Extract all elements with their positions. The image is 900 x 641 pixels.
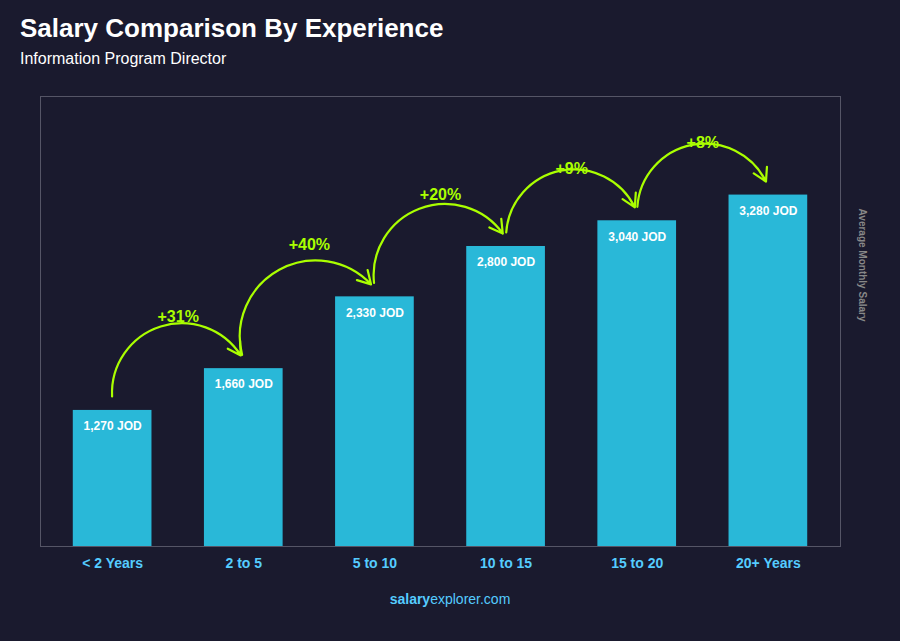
svg-text:3,280 JOD: 3,280 JOD [739, 204, 797, 218]
html-text:Salary Comparison By Experienc: Salary Comparison By Experience [20, 13, 444, 43]
svg-text:1,270 JOD: 1,270 JOD [84, 419, 142, 433]
svg-text:+31%: +31% [158, 308, 199, 325]
svg-text:+40%: +40% [289, 236, 330, 253]
svg-text:3,040 JOD: 3,040 JOD [608, 230, 666, 244]
html-text:Information Program Director: Information Program Director [20, 50, 227, 67]
svg-text:5 to 10: 5 to 10 [353, 555, 398, 571]
svg-text:+20%: +20% [420, 186, 461, 203]
svg-text:1,660 JOD: 1,660 JOD [215, 377, 273, 391]
svg-text:2 to 5: 2 to 5 [225, 555, 262, 571]
svg-text:2,330 JOD: 2,330 JOD [346, 306, 404, 320]
svg-text:< 2 Years: < 2 Years [82, 555, 143, 571]
svg-text:15 to 20: 15 to 20 [611, 555, 663, 571]
html-text:salary explorer.com: salary explorer.com [389, 591, 511, 607]
svg-text:+9%: +9% [555, 160, 587, 177]
svg-text:2,800 JOD: 2,800 JOD [477, 255, 535, 269]
svg-text:+8%: +8% [687, 134, 719, 151]
svg-text:Average Monthly Salary: Average Monthly Salary [857, 208, 868, 321]
svg-text:10 to 15: 10 to 15 [480, 555, 532, 571]
svg-text:20+ Years: 20+ Years [736, 555, 801, 571]
